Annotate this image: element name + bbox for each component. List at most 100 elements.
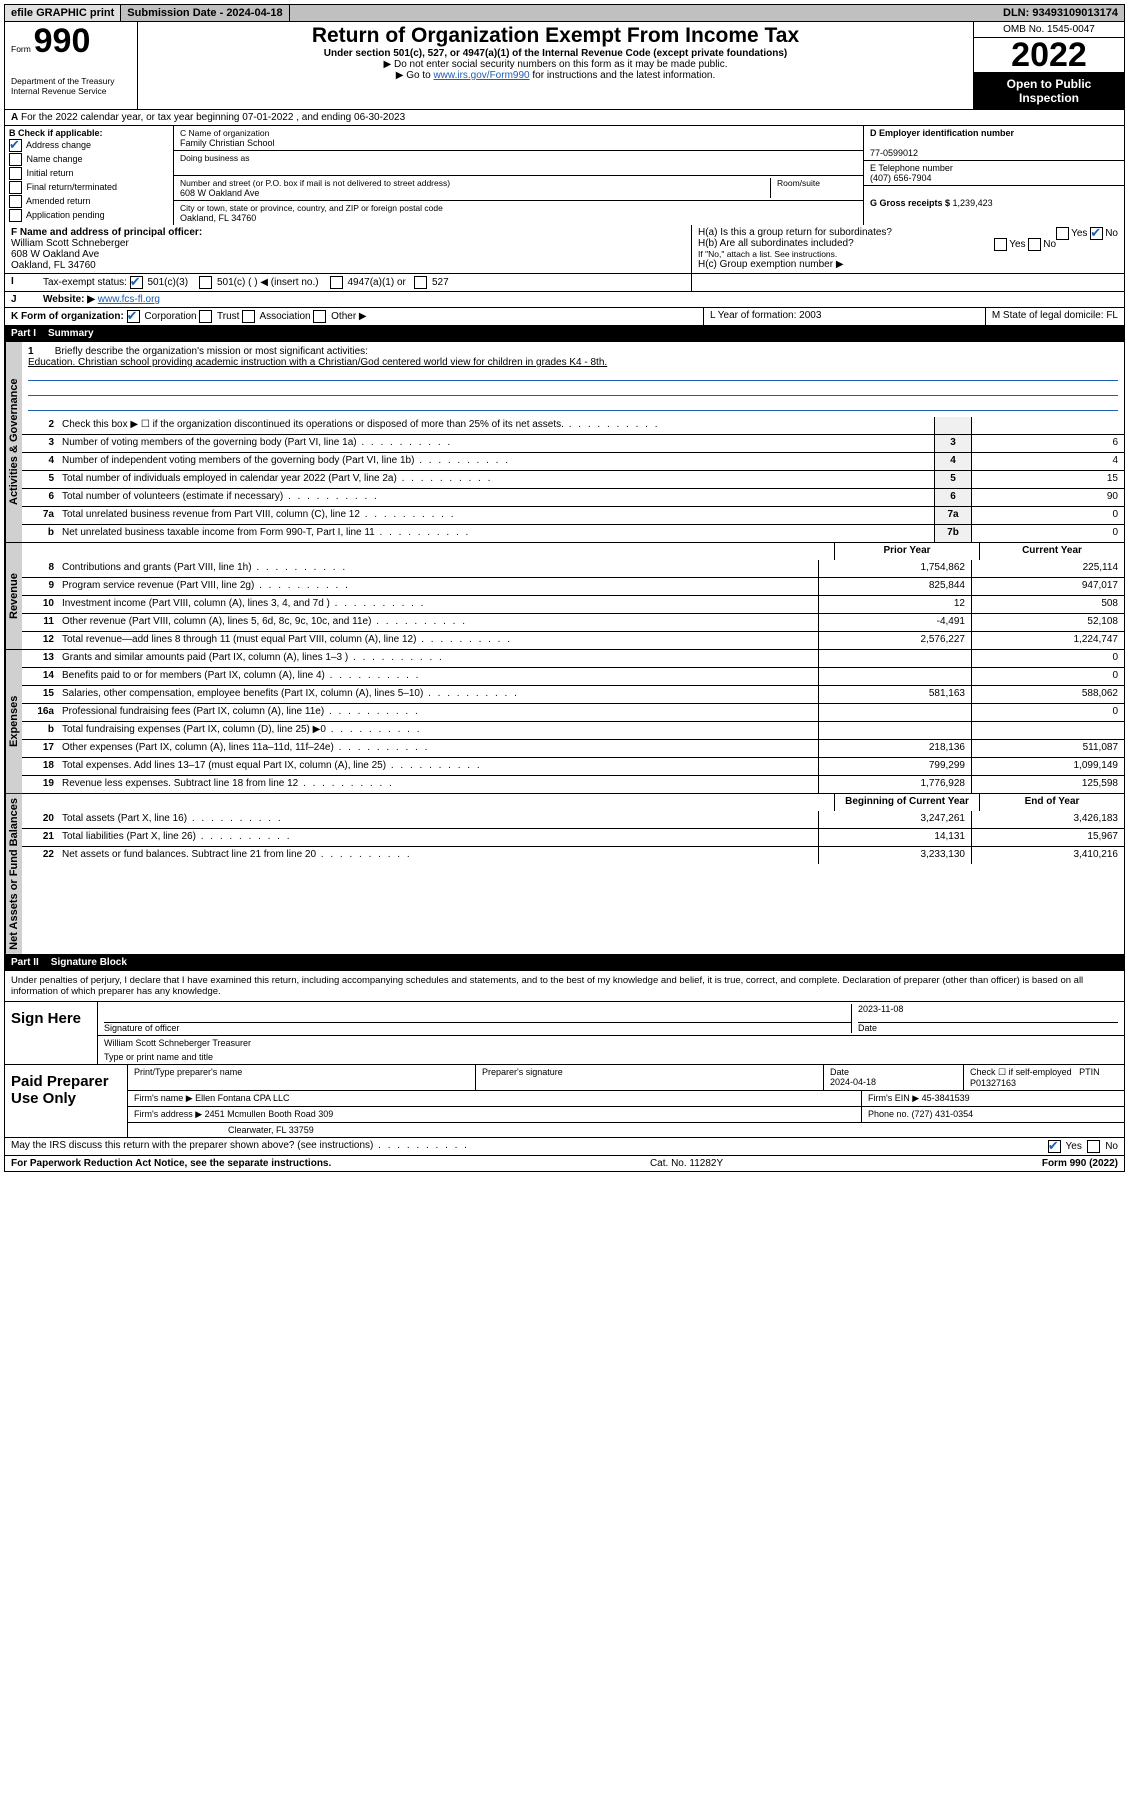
form-note2: ▶ Go to www.irs.gov/Form990 for instruct… <box>144 70 967 81</box>
submission-date: Submission Date - 2024-04-18 <box>121 5 289 21</box>
4947-checkbox[interactable] <box>330 276 343 289</box>
expenses-label: Expenses <box>5 650 22 793</box>
revenue-label: Revenue <box>5 543 22 649</box>
line-8: 8 Contributions and grants (Part VIII, l… <box>22 560 1124 577</box>
section-governance: Activities & Governance 1 Briefly descri… <box>4 342 1125 543</box>
address-change-checkbox[interactable] <box>9 139 22 152</box>
ptin: P01327163 <box>970 1078 1016 1088</box>
hb-yes-checkbox[interactable] <box>994 238 1007 251</box>
line-21: 21 Total liabilities (Part X, line 26) 1… <box>22 828 1124 846</box>
line-11: 11 Other revenue (Part VIII, column (A),… <box>22 613 1124 631</box>
corp-checkbox[interactable] <box>127 310 140 323</box>
line-13: 13 Grants and similar amounts paid (Part… <box>22 650 1124 667</box>
title-cell: Return of Organization Exempt From Incom… <box>138 22 974 109</box>
line-17: 17 Other expenses (Part IX, column (A), … <box>22 739 1124 757</box>
section-revenue: Revenue Prior Year Current Year 8 Contri… <box>4 543 1125 650</box>
sign-date: 2023-11-08 <box>858 1004 1118 1023</box>
ein: 77-0599012 <box>870 148 918 158</box>
hb-no-checkbox[interactable] <box>1028 238 1041 251</box>
governance-label: Activities & Governance <box>5 342 22 542</box>
phone: (407) 656-7904 <box>870 173 932 183</box>
officer-name: William Scott Schneberger <box>11 238 129 249</box>
year-formation: L Year of formation: 2003 <box>704 308 986 325</box>
row-i: I Tax-exempt status: 501(c)(3) 501(c) ( … <box>4 274 1125 292</box>
department: Department of the TreasuryInternal Reven… <box>11 76 131 96</box>
line-b: b Net unrelated business taxable income … <box>22 524 1124 542</box>
top-bar: efile GRAPHIC print Submission Date - 20… <box>4 4 1125 22</box>
line-20: 20 Total assets (Part X, line 16) 3,247,… <box>22 811 1124 828</box>
org-city: Oakland, FL 34760 <box>180 213 256 223</box>
firm-ein: 45-3841539 <box>922 1093 970 1103</box>
initial-return-checkbox[interactable] <box>9 167 22 180</box>
discuss-no-checkbox[interactable] <box>1087 1140 1100 1153</box>
form-number: 990 <box>34 22 91 60</box>
net-assets-label: Net Assets or Fund Balances <box>5 794 22 954</box>
declaration: Under penalties of perjury, I declare th… <box>4 971 1125 1002</box>
line-5: 5 Total number of individuals employed i… <box>22 470 1124 488</box>
line-7a: 7a Total unrelated business revenue from… <box>22 506 1124 524</box>
right-info: D Employer identification number77-05990… <box>863 126 1124 225</box>
state-domicile: M State of legal domicile: FL <box>986 308 1124 325</box>
527-checkbox[interactable] <box>414 276 427 289</box>
part-1-header: Part I Summary <box>4 326 1125 342</box>
org-address: 608 W Oakland Ave <box>180 188 259 198</box>
other-checkbox[interactable] <box>313 310 326 323</box>
form-word: Form <box>11 44 31 54</box>
form-title: Return of Organization Exempt From Incom… <box>144 24 967 48</box>
line-16a: 16a Professional fundraising fees (Part … <box>22 703 1124 721</box>
trust-checkbox[interactable] <box>199 310 212 323</box>
form-number-cell: Form 990 Department of the TreasuryInter… <box>5 22 138 109</box>
discuss-row: May the IRS discuss this return with the… <box>4 1138 1125 1156</box>
form-subtitle: Under section 501(c), 527, or 4947(a)(1)… <box>144 48 967 59</box>
line-18: 18 Total expenses. Add lines 13–17 (must… <box>22 757 1124 775</box>
tax-year: 2022 <box>974 38 1124 73</box>
line-4: 4 Number of independent voting members o… <box>22 452 1124 470</box>
line-2: 2 Check this box ▶ ☐ if the organization… <box>22 417 1124 434</box>
officer-signed-name: William Scott Schneberger Treasurer <box>104 1038 1118 1052</box>
gross-receipts: 1,239,423 <box>953 198 993 208</box>
efile-print-button[interactable]: efile GRAPHIC print <box>5 5 121 21</box>
assoc-checkbox[interactable] <box>242 310 255 323</box>
final-return-checkbox[interactable] <box>9 181 22 194</box>
line-12: 12 Total revenue—add lines 8 through 11 … <box>22 631 1124 649</box>
section-net-assets: Net Assets or Fund Balances Beginning of… <box>4 794 1125 955</box>
firm-phone: (727) 431-0354 <box>912 1109 974 1119</box>
501c3-checkbox[interactable] <box>130 276 143 289</box>
line-9: 9 Program service revenue (Part VIII, li… <box>22 577 1124 595</box>
line-15: 15 Salaries, other compensation, employe… <box>22 685 1124 703</box>
website-link[interactable]: www.fcs-fl.org <box>98 294 160 305</box>
ha-yes-checkbox[interactable] <box>1056 227 1069 240</box>
dln: DLN: 93493109013174 <box>997 5 1124 21</box>
line-6: 6 Total number of volunteers (estimate i… <box>22 488 1124 506</box>
check-if-applicable: B Check if applicable: Address change Na… <box>5 126 174 225</box>
line-3: 3 Number of voting members of the govern… <box>22 434 1124 452</box>
row-k: K Form of organization: Corporation Trus… <box>4 308 1125 326</box>
ha-no-checkbox[interactable] <box>1090 227 1103 240</box>
firm-name: Ellen Fontana CPA LLC <box>195 1093 289 1103</box>
block-b: B Check if applicable: Address change Na… <box>4 126 1125 225</box>
line-b: b Total fundraising expenses (Part IX, c… <box>22 721 1124 739</box>
line-19: 19 Revenue less expenses. Subtract line … <box>22 775 1124 793</box>
org-info: C Name of organization Family Christian … <box>174 126 863 225</box>
form-note1: ▶ Do not enter social security numbers o… <box>144 59 967 70</box>
irs-link[interactable]: www.irs.gov/Form990 <box>433 70 529 81</box>
501c-checkbox[interactable] <box>199 276 212 289</box>
paid-preparer: Paid Preparer Use Only Print/Type prepar… <box>4 1065 1125 1138</box>
application-pending-checkbox[interactable] <box>9 209 22 222</box>
row-f-h: F Name and address of principal officer:… <box>4 225 1125 274</box>
line-10: 10 Investment income (Part VIII, column … <box>22 595 1124 613</box>
row-a-tax-year: A For the 2022 calendar year, or tax yea… <box>4 110 1125 126</box>
form-header: Form 990 Department of the TreasuryInter… <box>4 22 1125 110</box>
line-22: 22 Net assets or fund balances. Subtract… <box>22 846 1124 864</box>
mission-text: Education. Christian school providing ac… <box>28 357 607 368</box>
amended-return-checkbox[interactable] <box>9 195 22 208</box>
discuss-yes-checkbox[interactable] <box>1048 1140 1061 1153</box>
part-2-header: Part II Signature Block <box>4 955 1125 971</box>
row-j: J Website: ▶ www.fcs-fl.org <box>4 292 1125 308</box>
sign-here: Sign Here Signature of officer 2023-11-0… <box>4 1002 1125 1065</box>
prep-date: 2024-04-18 <box>830 1077 876 1087</box>
name-change-checkbox[interactable] <box>9 153 22 166</box>
section-expenses: Expenses 13 Grants and similar amounts p… <box>4 650 1125 794</box>
org-name: Family Christian School <box>180 138 275 148</box>
public-inspection: Open to Public Inspection <box>974 73 1124 109</box>
